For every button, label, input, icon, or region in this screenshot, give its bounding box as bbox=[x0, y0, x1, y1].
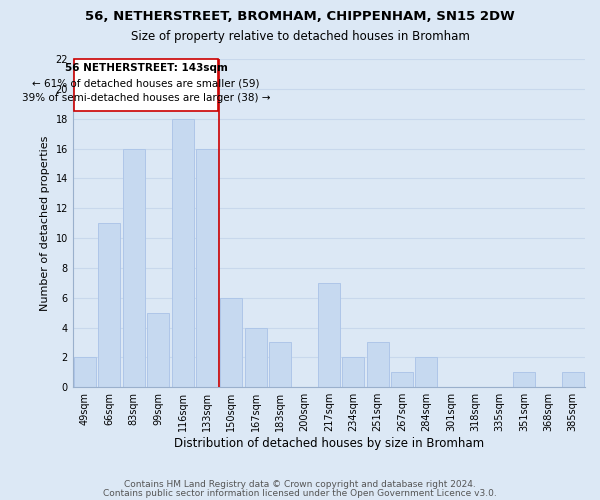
Bar bbox=[391, 372, 413, 387]
Bar bbox=[98, 223, 121, 387]
Bar bbox=[513, 372, 535, 387]
Text: 39% of semi-detached houses are larger (38) →: 39% of semi-detached houses are larger (… bbox=[22, 94, 270, 104]
Bar bbox=[147, 312, 169, 387]
Bar bbox=[74, 358, 96, 387]
Bar bbox=[269, 342, 291, 387]
Bar bbox=[343, 358, 364, 387]
Y-axis label: Number of detached properties: Number of detached properties bbox=[40, 136, 50, 311]
Bar bbox=[220, 298, 242, 387]
Text: 56 NETHERSTREET: 143sqm: 56 NETHERSTREET: 143sqm bbox=[65, 64, 227, 74]
Text: 56, NETHERSTREET, BROMHAM, CHIPPENHAM, SN15 2DW: 56, NETHERSTREET, BROMHAM, CHIPPENHAM, S… bbox=[85, 10, 515, 23]
Bar bbox=[123, 148, 145, 387]
Text: Size of property relative to detached houses in Bromham: Size of property relative to detached ho… bbox=[131, 30, 469, 43]
Bar bbox=[415, 358, 437, 387]
Text: Contains HM Land Registry data © Crown copyright and database right 2024.: Contains HM Land Registry data © Crown c… bbox=[124, 480, 476, 489]
Bar bbox=[318, 283, 340, 387]
Bar bbox=[196, 148, 218, 387]
Bar bbox=[172, 118, 194, 387]
Bar bbox=[367, 342, 389, 387]
X-axis label: Distribution of detached houses by size in Bromham: Distribution of detached houses by size … bbox=[174, 437, 484, 450]
Text: Contains public sector information licensed under the Open Government Licence v3: Contains public sector information licen… bbox=[103, 488, 497, 498]
Bar bbox=[245, 328, 267, 387]
FancyBboxPatch shape bbox=[74, 59, 218, 111]
Text: ← 61% of detached houses are smaller (59): ← 61% of detached houses are smaller (59… bbox=[32, 78, 260, 88]
Bar bbox=[562, 372, 584, 387]
